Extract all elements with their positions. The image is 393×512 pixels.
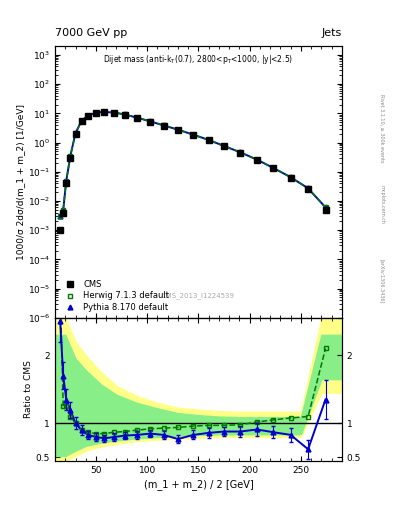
Herwig 7.1.3 default <box>61 207 66 213</box>
Pythia 8.170 default <box>238 150 243 156</box>
Pythia 8.170 default <box>85 113 90 119</box>
CMS <box>222 143 226 149</box>
Pythia 8.170 default <box>148 118 152 124</box>
Herwig 7.1.3 default <box>85 113 90 119</box>
Pythia 8.170 default <box>306 185 310 191</box>
Text: 7000 GeV pp: 7000 GeV pp <box>55 28 127 38</box>
Pythia 8.170 default <box>222 143 226 149</box>
Herwig 7.1.3 default <box>306 185 310 191</box>
Legend: CMS, Herwig 7.1.3 default, Pythia 8.170 default: CMS, Herwig 7.1.3 default, Pythia 8.170 … <box>59 279 171 314</box>
CMS <box>135 115 140 121</box>
Herwig 7.1.3 default <box>122 112 127 118</box>
Text: CMS_2013_I1224539: CMS_2013_I1224539 <box>162 292 235 299</box>
Herwig 7.1.3 default <box>191 132 196 138</box>
Herwig 7.1.3 default <box>161 122 166 129</box>
Herwig 7.1.3 default <box>176 126 180 133</box>
Pythia 8.170 default <box>323 204 328 210</box>
Pythia 8.170 default <box>255 157 259 163</box>
CMS <box>161 122 166 129</box>
CMS <box>79 118 84 124</box>
Herwig 7.1.3 default <box>206 137 211 143</box>
Pythia 8.170 default <box>191 132 196 138</box>
Pythia 8.170 default <box>61 207 66 213</box>
Line: CMS: CMS <box>57 110 328 233</box>
CMS <box>148 118 152 124</box>
Herwig 7.1.3 default <box>135 115 140 121</box>
Pythia 8.170 default <box>161 122 166 129</box>
Pythia 8.170 default <box>176 126 180 133</box>
CMS <box>112 110 117 116</box>
Herwig 7.1.3 default <box>64 178 69 184</box>
CMS <box>271 165 275 172</box>
Pythia 8.170 default <box>112 110 117 116</box>
Herwig 7.1.3 default <box>148 118 152 124</box>
Herwig 7.1.3 default <box>58 213 62 219</box>
Pythia 8.170 default <box>58 213 62 219</box>
X-axis label: (m_1 + m_2) / 2 [GeV]: (m_1 + m_2) / 2 [GeV] <box>143 479 253 490</box>
CMS <box>73 131 78 137</box>
CMS <box>102 109 107 115</box>
Text: mcplots.cern.ch: mcplots.cern.ch <box>380 185 384 224</box>
Pythia 8.170 default <box>271 165 275 171</box>
Herwig 7.1.3 default <box>73 130 78 136</box>
Pythia 8.170 default <box>102 109 107 115</box>
Pythia 8.170 default <box>122 112 127 118</box>
CMS <box>58 227 62 233</box>
Herwig 7.1.3 default <box>68 153 73 159</box>
CMS <box>191 132 196 138</box>
CMS <box>94 110 98 116</box>
Herwig 7.1.3 default <box>79 118 84 124</box>
Pythia 8.170 default <box>79 118 84 124</box>
CMS <box>68 155 73 161</box>
Text: Dijet mass (anti-k$_{\mathregular{T}}$(0.7), 2800<p$_{\mathregular{T}}$<1000, |y: Dijet mass (anti-k$_{\mathregular{T}}$(0… <box>103 53 294 66</box>
Herwig 7.1.3 default <box>94 110 98 116</box>
Y-axis label: Ratio to CMS: Ratio to CMS <box>24 360 33 418</box>
Pythia 8.170 default <box>135 115 140 121</box>
Herwig 7.1.3 default <box>271 165 275 171</box>
Pythia 8.170 default <box>288 174 293 180</box>
CMS <box>122 112 127 118</box>
Herwig 7.1.3 default <box>112 110 117 116</box>
Pythia 8.170 default <box>206 137 211 143</box>
CMS <box>288 175 293 181</box>
Herwig 7.1.3 default <box>238 150 243 156</box>
CMS <box>61 209 66 216</box>
CMS <box>255 157 259 163</box>
CMS <box>176 127 180 133</box>
Herwig 7.1.3 default <box>323 204 328 210</box>
CMS <box>85 113 90 119</box>
Pythia 8.170 default <box>94 110 98 116</box>
CMS <box>64 180 69 186</box>
CMS <box>306 186 310 193</box>
CMS <box>206 137 211 143</box>
Herwig 7.1.3 default <box>222 143 226 149</box>
Y-axis label: 1000/σ 2dσ/d(m_1 + m_2) [1/GeV]: 1000/σ 2dσ/d(m_1 + m_2) [1/GeV] <box>16 104 25 260</box>
Pythia 8.170 default <box>64 178 69 184</box>
Text: [arXiv:1306.3436]: [arXiv:1306.3436] <box>380 260 384 304</box>
Text: Rivet 3.1.10, ≥ 300k events: Rivet 3.1.10, ≥ 300k events <box>380 94 384 162</box>
Herwig 7.1.3 default <box>102 109 107 115</box>
Pythia 8.170 default <box>73 130 78 136</box>
Line: Herwig 7.1.3 default: Herwig 7.1.3 default <box>58 110 328 219</box>
Line: Pythia 8.170 default: Pythia 8.170 default <box>58 110 328 219</box>
CMS <box>323 207 328 213</box>
Herwig 7.1.3 default <box>255 157 259 163</box>
CMS <box>238 150 243 156</box>
Pythia 8.170 default <box>68 153 73 159</box>
Text: Jets: Jets <box>321 28 342 38</box>
Herwig 7.1.3 default <box>288 174 293 180</box>
